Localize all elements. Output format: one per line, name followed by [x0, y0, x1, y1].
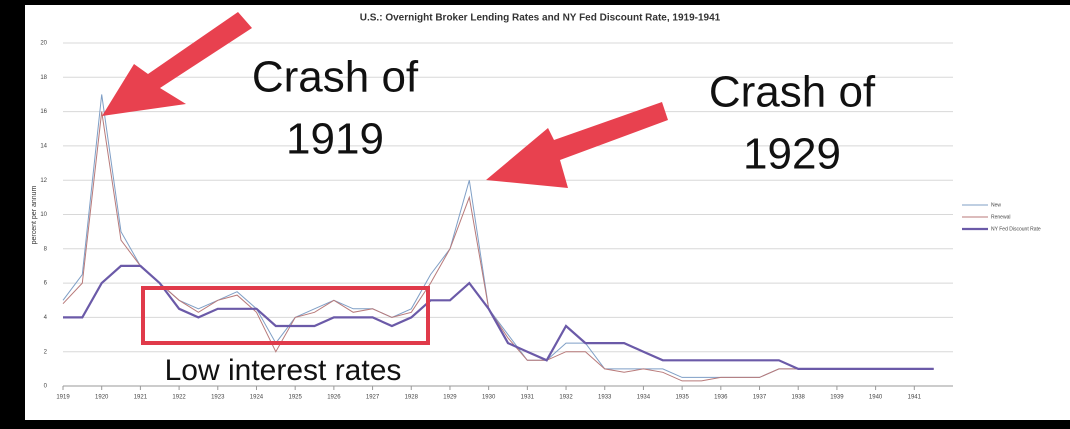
y-tick-label: 10	[40, 212, 47, 218]
y-tick-label: 14	[40, 143, 47, 149]
y-tick-label: 8	[44, 246, 48, 252]
arrows	[102, 12, 668, 188]
annotation: 1919	[286, 115, 384, 164]
annotation: Crash of	[252, 53, 419, 102]
y-tick-label: 4	[44, 315, 48, 321]
x-tick-label: 1935	[675, 395, 689, 401]
x-tick-label: 1932	[559, 395, 573, 401]
y-tick-label: 20	[40, 41, 47, 47]
x-tick-label: 1931	[521, 395, 535, 401]
legend-label: New	[991, 202, 1001, 208]
x-tick-label: 1922	[172, 395, 186, 401]
plot-area: 0 2 4 6 8 10 12 14 16 18 20 1919 1920 1921 1922 1923 192…	[40, 41, 1041, 401]
annotation: 1929	[743, 130, 841, 179]
x-tick-label: 1930	[482, 395, 496, 401]
x-tick-label: 1939	[830, 395, 844, 401]
chart-title: U.S.: Overnight Broker Lending Rates and…	[360, 13, 721, 24]
x-tick-label: 1925	[288, 395, 302, 401]
x-tick-label: 1929	[443, 395, 457, 401]
x-tick-label: 1924	[250, 395, 264, 401]
y-tick-label: 2	[44, 349, 48, 355]
highlight-box	[141, 286, 430, 345]
y-tick-label: 16	[40, 109, 47, 115]
x-tick-label: 1936	[714, 395, 728, 401]
y-tick-label: 6	[44, 281, 48, 287]
x-tick-label: 1940	[869, 395, 883, 401]
x-tick-label: 1937	[753, 395, 767, 401]
arrow-1929	[486, 102, 668, 188]
chart-background	[25, 5, 1070, 420]
series-line	[62, 111, 934, 382]
legend-label: NY Fed Discount Rate	[991, 226, 1041, 232]
legend-label: Renewal	[991, 214, 1010, 220]
x-tick-label: 1928	[405, 395, 419, 401]
annotation: Crash of	[709, 68, 876, 117]
arrow-1919	[102, 12, 252, 116]
y-tick-label: 18	[40, 75, 47, 81]
annotation: Low interest rates	[165, 354, 402, 387]
x-tick-label: 1941	[908, 395, 922, 401]
x-tick-label: 1919	[56, 395, 70, 401]
x-tick-label: 1921	[134, 395, 148, 401]
y-tick-label: 12	[40, 178, 47, 184]
x-tick-label: 1920	[95, 395, 109, 401]
x-tick-label: 1938	[792, 395, 806, 401]
x-tick-label: 1934	[637, 395, 651, 401]
y-tick-label: 0	[44, 384, 48, 390]
series-line	[63, 264, 934, 370]
x-tick-label: 1927	[366, 395, 380, 401]
x-tick-label: 1926	[327, 395, 341, 401]
y-axis-label: percent per annum	[31, 185, 38, 244]
x-tick-label: 1923	[211, 395, 225, 401]
x-tick-label: 1933	[598, 395, 612, 401]
